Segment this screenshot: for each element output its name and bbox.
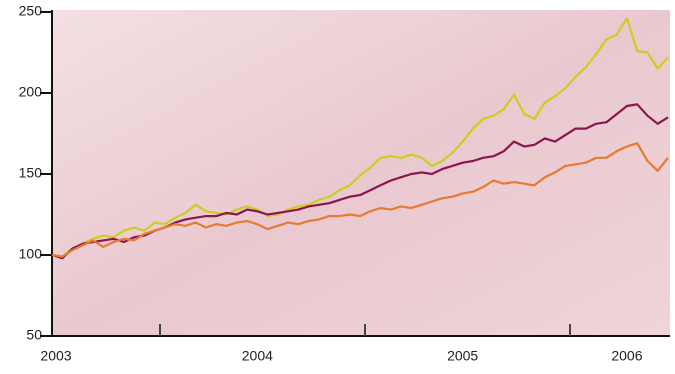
y-tick-label: 150 [19, 165, 43, 181]
y-tick-label: 50 [26, 327, 42, 343]
x-tick-label: 2005 [447, 348, 478, 364]
y-tick-label: 200 [19, 84, 43, 100]
x-tick-label: 2004 [242, 348, 273, 364]
x-tick-label: 2003 [40, 348, 71, 364]
plot-background [52, 10, 670, 336]
y-tick-label: 250 [19, 3, 43, 19]
x-tick-label: 2006 [611, 348, 642, 364]
chart: 50 100 150 200 250 2003 2004 2005 2006 [0, 0, 675, 369]
y-tick-label: 100 [19, 246, 43, 262]
